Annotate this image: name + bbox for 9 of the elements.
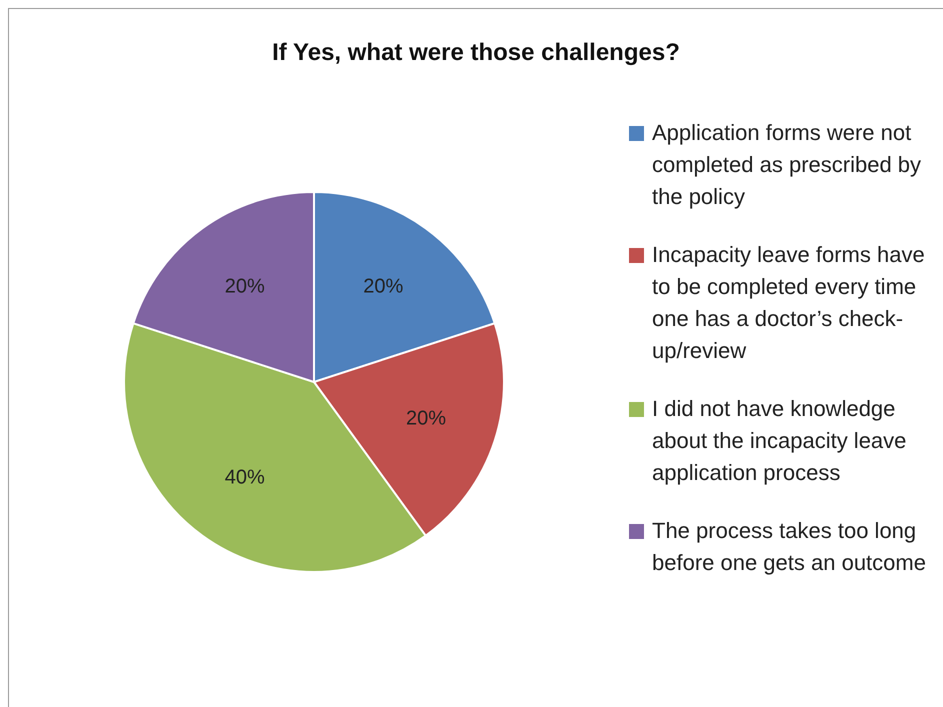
data-label: 20% — [406, 407, 446, 430]
legend-label: Application forms were not completed as prescribed by the policy — [652, 119, 922, 211]
data-label: 40% — [224, 466, 265, 488]
chart-title: If Yes, what were those challenges? — [271, 38, 681, 67]
data-label: 20% — [224, 276, 265, 298]
legend-label: Incapacity leave forms have to be completed every time one has a doctor’s check-up/review — [652, 241, 926, 365]
legend-label: I did not have knowledge about the incapacity leave application process — [652, 395, 908, 487]
data-label: 20% — [363, 276, 404, 298]
legend-label: The process takes too long before one gets an outcome — [652, 517, 927, 577]
